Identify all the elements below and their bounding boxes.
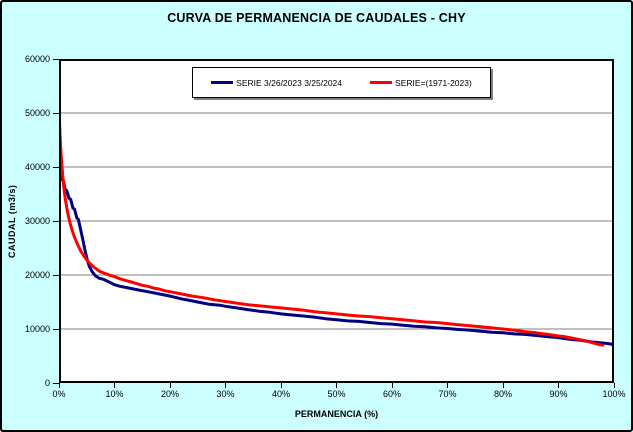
plot-border [59,59,614,383]
y-tick-label-0: 0 [44,378,50,388]
y-tick-label-50000: 50000 [24,108,50,118]
y-tick-label-30000: 30000 [24,216,50,226]
legend-entry-0: SERIE 3/26/2023 3/25/2024 [211,78,342,88]
series-line-0 [59,169,614,347]
series-line-1 [59,106,605,347]
x-tick-mark [558,383,559,388]
x-tick-mark [447,383,448,388]
x-tick-label-40%: 40% [271,389,291,399]
y-tick-mark [53,328,59,330]
legend-line-sample-icon [211,81,234,84]
y-tick-label-60000: 60000 [24,54,50,64]
x-tick-label-60%: 60% [382,389,402,399]
x-tick-label-90%: 90% [549,389,568,399]
y-tick-label-20000: 20000 [24,270,50,280]
x-tick-label-50%: 50% [327,389,346,399]
y-tick-label-40000: 40000 [24,162,50,172]
legend-label-0: SERIE 3/26/2023 3/25/2024 [236,77,343,88]
x-tick-mark [336,383,337,388]
y-tick-mark [53,382,59,384]
x-tick-mark [225,383,226,388]
plot-area [59,59,614,383]
x-tick-label-80%: 80% [493,389,513,399]
x-tick-label-10%: 10% [105,389,124,399]
x-tick-mark [391,383,393,388]
y-tick-mark [53,220,59,222]
x-tick-label-70%: 70% [438,389,457,399]
y-tick-label-10000: 10000 [24,324,50,334]
y-axis-title: CAUDAL (m3/s) [7,184,17,258]
x-tick-label-0%: 0% [52,389,66,399]
chart-title: CURVA DE PERMANENCIA DE CAUDALES - CHY [167,11,466,25]
y-tick-mark [53,112,59,114]
legend: SERIE 3/26/2023 3/25/2024 SERIE=(1971-202… [192,67,491,98]
legend-line-sample-icon [370,81,393,84]
x-tick-mark [280,383,282,388]
x-tick-mark [114,383,115,388]
y-tick-mark [53,274,59,276]
x-tick-mark [613,383,615,388]
x-tick-label-20%: 20% [160,389,180,399]
x-tick-label-30%: 30% [216,389,235,399]
x-tick-label-100%: 100% [602,389,626,399]
legend-label-1: SERIE=(1971-2023) [395,77,472,88]
y-tick-mark [53,166,59,168]
y-tick-mark [53,58,59,60]
x-tick-mark [169,383,171,388]
x-tick-mark [502,383,504,388]
legend-entry-1: SERIE=(1971-2023) [370,78,472,88]
x-tick-mark [58,383,60,388]
x-axis-title: PERMANENCIA (%) [294,409,379,419]
